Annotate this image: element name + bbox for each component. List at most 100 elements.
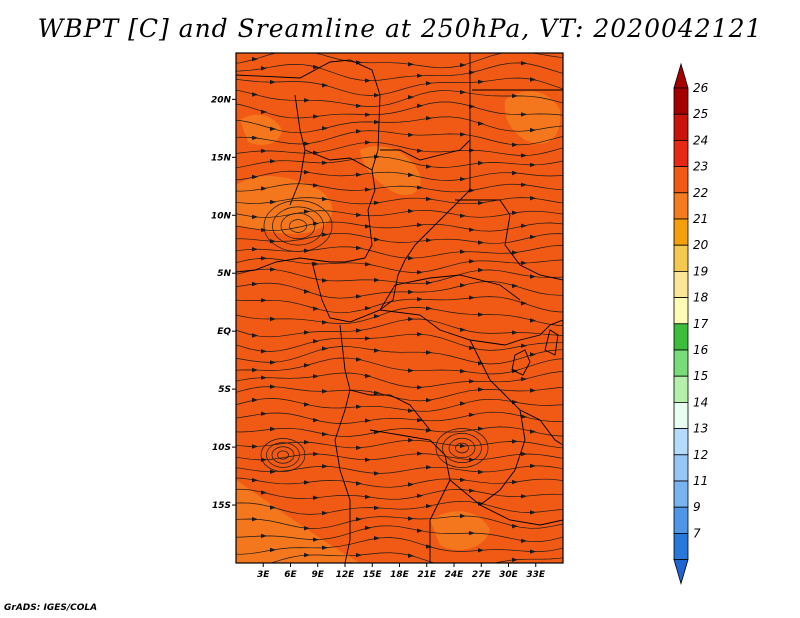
streamline-arrow [408, 172, 414, 178]
colorbar-swatch [673, 349, 689, 377]
streamline-arrow [469, 188, 475, 193]
streamline-arrow [374, 471, 380, 476]
streamline-arrow [356, 552, 362, 558]
streamline-arrow [365, 457, 371, 462]
streamline-arrow [460, 90, 466, 95]
streamline [236, 232, 563, 244]
streamline-arrow [356, 129, 362, 134]
warm-patches [236, 91, 561, 563]
streamline-arrow [356, 481, 362, 486]
streamline-vortex [442, 433, 482, 463]
streamline-arrow [304, 289, 310, 294]
streamline-arrow [252, 92, 258, 97]
streamline [236, 170, 563, 181]
streamline-arrow [512, 330, 518, 335]
streamline-arrow [478, 361, 484, 366]
streamline-arrow [374, 200, 380, 205]
streamline-arrow [261, 298, 267, 303]
streamline-arrow [322, 389, 328, 394]
streamline-arrow [322, 346, 328, 351]
streamline-vortex [280, 212, 316, 240]
streamline-arrow [521, 301, 527, 306]
streamline-arrow [270, 79, 276, 85]
streamline-arrow [304, 209, 310, 214]
streamline-arrow [469, 295, 475, 300]
colorbar-swatch [673, 401, 689, 429]
colorbar-swatch [673, 506, 689, 534]
border-line [455, 199, 563, 281]
border-line [304, 149, 373, 171]
streamline-arrow [356, 103, 362, 109]
streamline-arrow [252, 247, 258, 252]
streamline-arrow [270, 316, 276, 322]
streamline-arrow [374, 314, 380, 319]
streamline-arrow [261, 349, 267, 354]
streamline [236, 500, 563, 515]
streamline-arrow [469, 227, 475, 232]
streamline-arrow [478, 387, 484, 392]
streamline-arrow [365, 336, 371, 341]
colorbar-label: 15 [693, 369, 708, 383]
streamline-arrow [313, 64, 319, 70]
streamline-arrow [408, 408, 414, 413]
plot-area [236, 53, 563, 563]
streamline [236, 477, 563, 488]
streamline-vortex [448, 437, 476, 459]
streamline-arrow [417, 103, 423, 108]
streamline-arrow [270, 267, 276, 272]
streamline [236, 333, 563, 352]
lat-tick-label: 10N [211, 211, 232, 221]
streamline [236, 346, 563, 365]
streamline-arrow [261, 66, 267, 71]
streamline-arrow [460, 283, 466, 288]
streamline-arrow [460, 327, 466, 332]
streamline-arrow [261, 256, 267, 261]
streamline-arrow [521, 182, 527, 187]
streamline-arrow [521, 376, 527, 382]
streamline-arrow [313, 451, 319, 457]
colorbar-label: 23 [693, 160, 708, 174]
colorbar-swatch [673, 323, 689, 351]
streamlines [236, 53, 563, 563]
streamline-arrow [460, 443, 466, 449]
lon-tick-label: 15E [363, 570, 383, 580]
lon-tick-label: 3E [257, 570, 270, 580]
streamline [236, 197, 563, 205]
streamline-vortex [289, 219, 307, 233]
colorbar-swatch [673, 113, 689, 141]
streamline-arrow [530, 510, 536, 515]
streamline-arrow [304, 440, 310, 445]
streamline [236, 537, 563, 555]
streamline-arrow [417, 222, 423, 228]
streamline-arrow [304, 552, 310, 558]
streamline-arrow [530, 162, 536, 168]
streamline-vortex [260, 438, 306, 472]
streamline-arrow [478, 240, 484, 245]
streamline-arrow [365, 78, 371, 83]
streamline-arrow [261, 227, 267, 233]
streamline-arrow [469, 412, 475, 417]
streamline-arrow [512, 93, 518, 99]
streamline-arrow [322, 464, 328, 469]
streamline-arrow [417, 332, 423, 337]
streamline [236, 258, 563, 273]
streamline-arrow [365, 306, 371, 311]
colorbar-swatch [673, 192, 689, 220]
border-line [236, 59, 381, 273]
streamline-arrow [356, 172, 362, 177]
map-title: WBPT [C] and Sreamline at 250hPa, VT: 20… [37, 14, 763, 43]
streamline-arrow [426, 350, 432, 355]
streamline-arrow [374, 536, 380, 541]
streamline-arrow [270, 199, 276, 205]
streamline-arrow [530, 196, 536, 201]
streamline-arrow [408, 208, 414, 214]
streamline-arrow [478, 267, 484, 273]
colorbar-label: 19 [693, 264, 708, 278]
streamline-arrow [417, 493, 423, 498]
streamline-arrow [304, 363, 310, 368]
streamline-arrow [521, 61, 527, 66]
colorbar-swatch [673, 218, 689, 246]
streamline-arrow [365, 494, 371, 500]
colorbar-swatch [673, 480, 689, 508]
border-line [380, 139, 471, 161]
